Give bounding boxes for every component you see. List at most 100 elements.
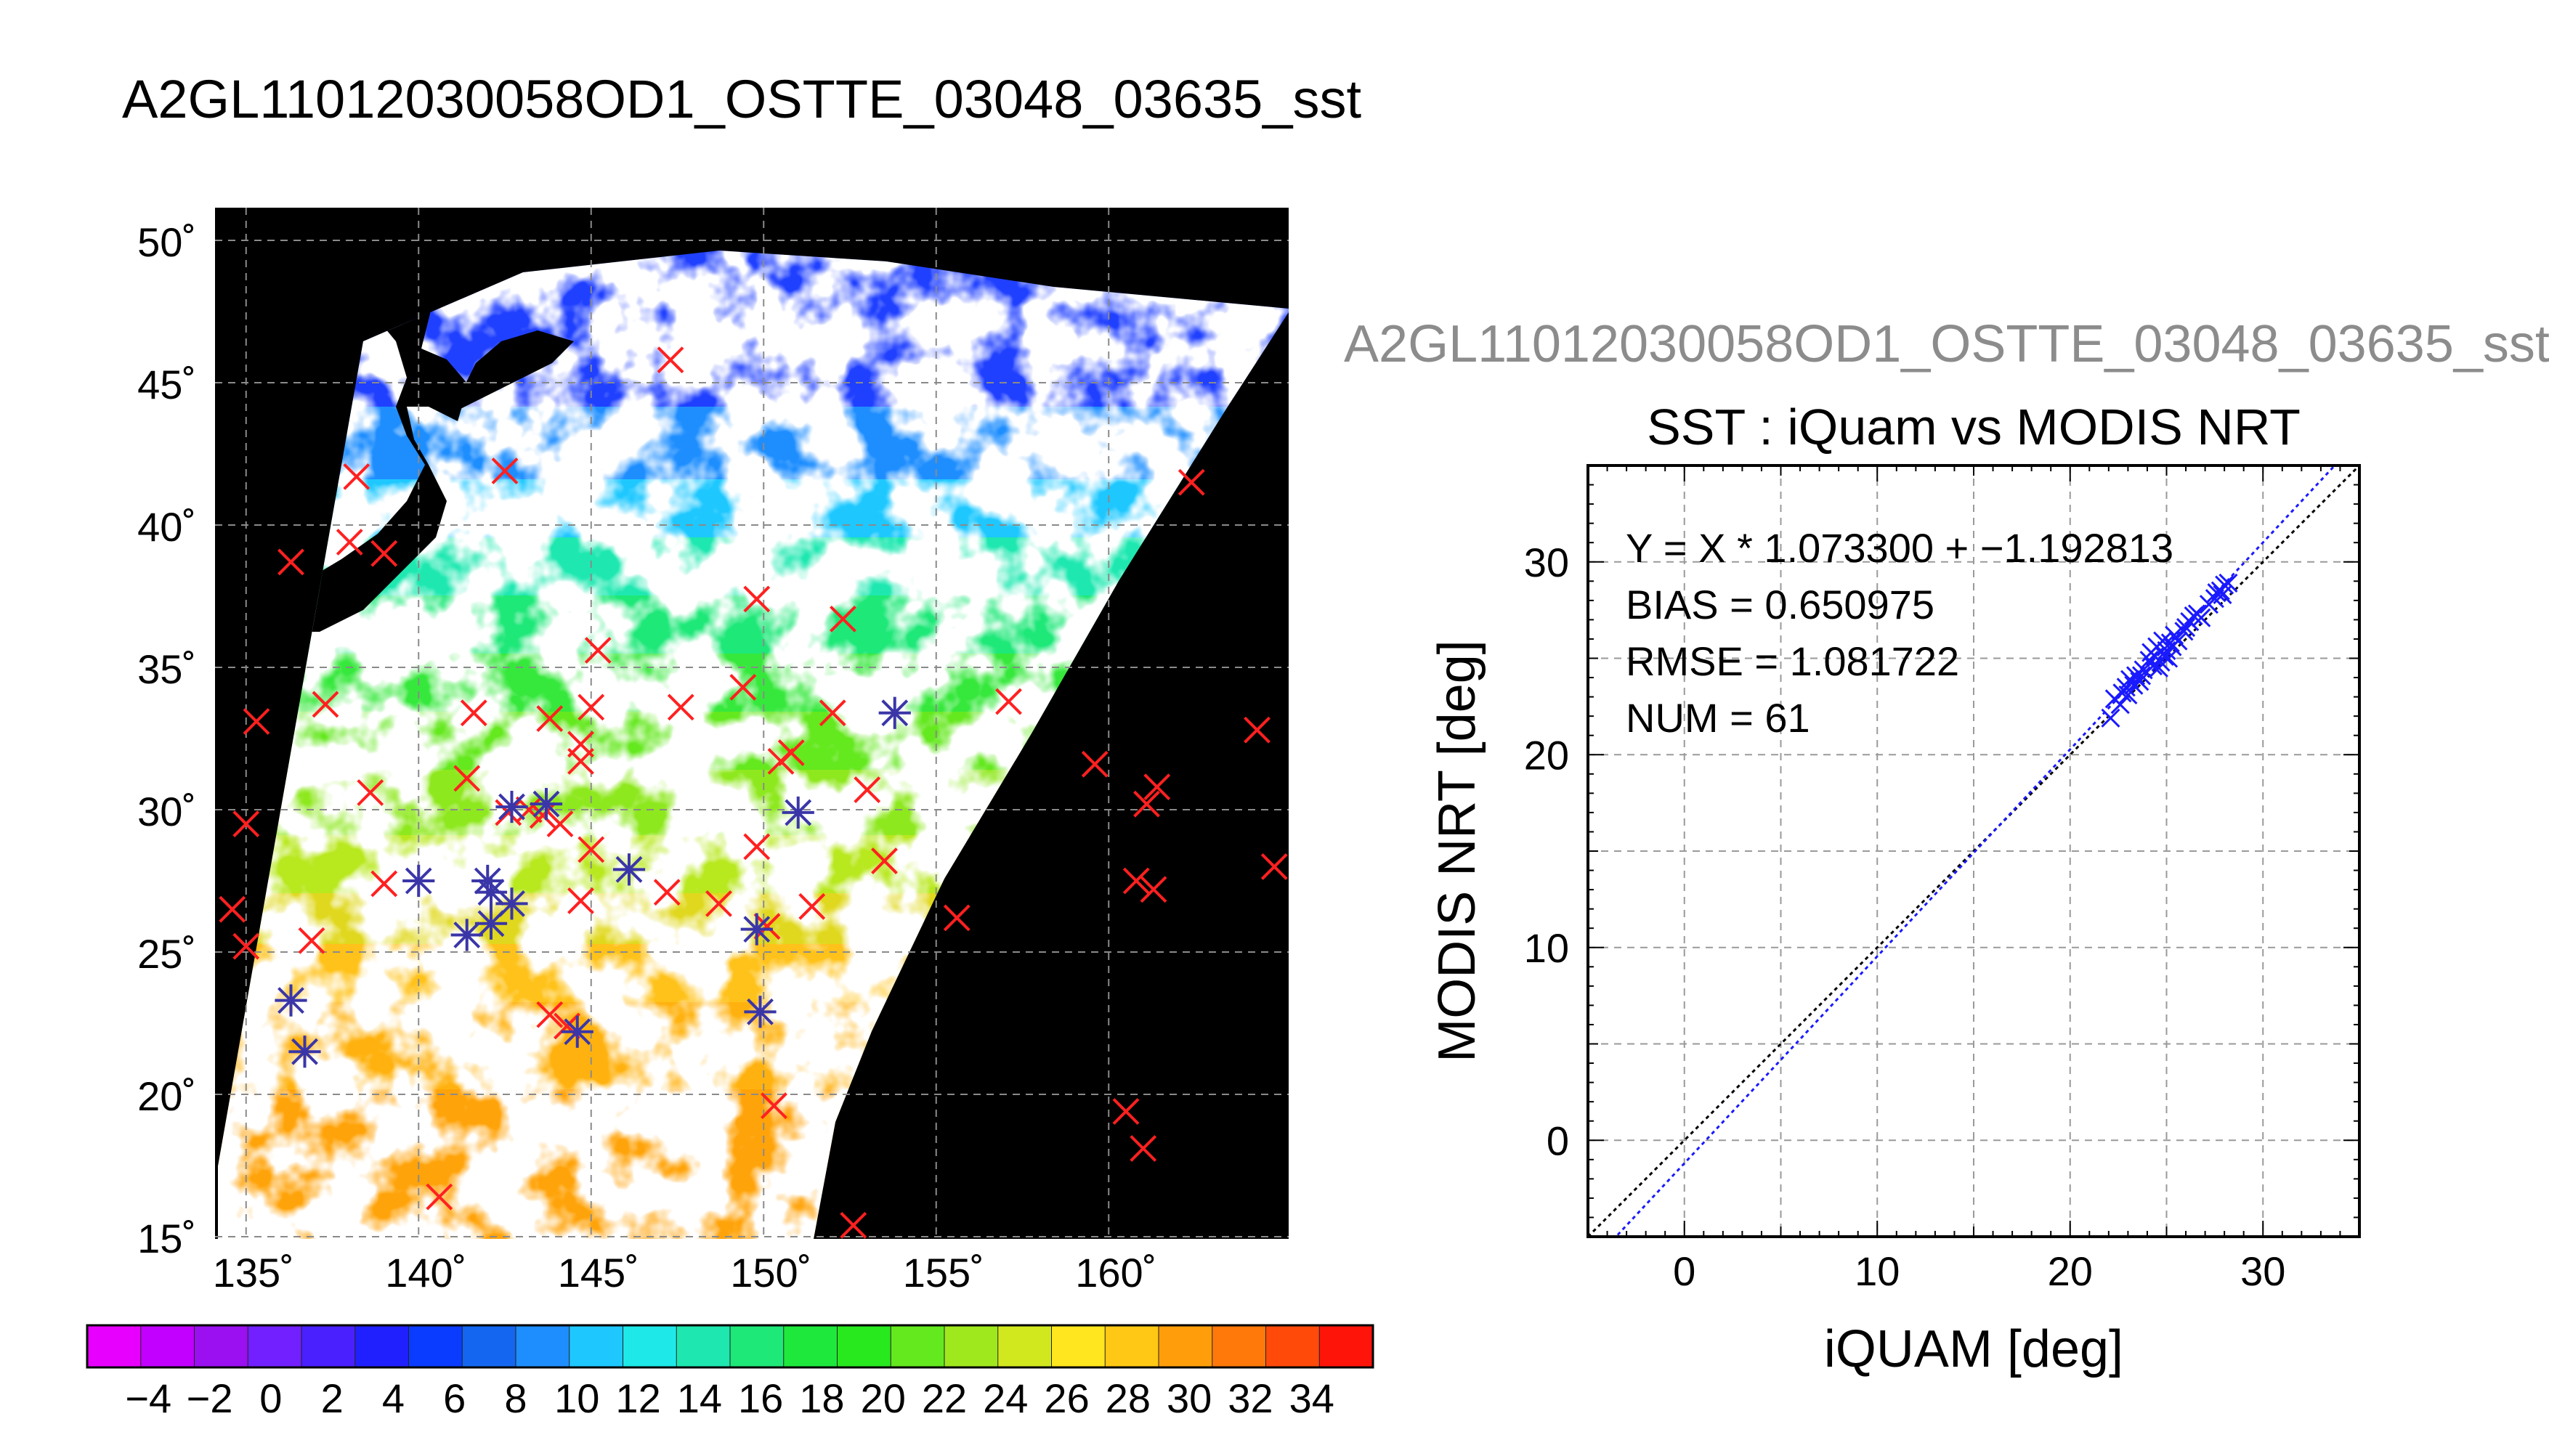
- map-gridlines: [215, 208, 1289, 1239]
- scatter-marker-stroke: [2218, 573, 2238, 593]
- scatter-marker: [2130, 672, 2149, 691]
- map-lat-label: 20˚: [137, 1073, 196, 1119]
- map-red-marker-stroke: [370, 540, 398, 567]
- map-blue-marker: [878, 696, 911, 729]
- land-japan: [218, 251, 574, 664]
- map-red-marker: [1112, 1098, 1140, 1125]
- scatter-marker-stroke: [2120, 670, 2140, 689]
- colorbar-segment: [354, 1325, 410, 1368]
- map-red-marker: [743, 585, 771, 613]
- map-red-marker-stroke: [1140, 876, 1167, 903]
- scatter-marker: [2176, 617, 2196, 638]
- colorbar-label: 24: [983, 1375, 1028, 1421]
- map-red-marker-stroke: [753, 913, 781, 940]
- map-red-marker: [743, 833, 771, 861]
- scatter-marker: [2187, 604, 2208, 624]
- scatter-marker: [2174, 622, 2194, 641]
- map-red-marker-stroke: [578, 836, 605, 863]
- map-red-marker-stroke: [995, 688, 1022, 715]
- map-red-marker-stroke: [854, 776, 881, 803]
- stats-annotation: BIAS = 0.650975: [1626, 582, 1934, 627]
- map-red-marker: [653, 879, 681, 906]
- scatter-marker-stroke: [2174, 622, 2194, 641]
- colorbar-frame: [86, 1324, 1374, 1369]
- map-red-marker: [578, 836, 605, 863]
- map-lat-label: 50˚: [137, 219, 196, 265]
- map-red-marker-stroke: [554, 1012, 580, 1040]
- map-panel: 15˚ 20˚ 25˚ 30˚ 35˚ 40˚ 45˚ 50˚ 135˚ 140˚ 145˚ 150…: [137, 208, 1289, 1296]
- colorbar-segment: [1212, 1325, 1267, 1368]
- map-red-marker-stroke: [460, 699, 487, 727]
- map-red-marker-stroke: [767, 747, 795, 775]
- secondary-title: A2GL11012030058OD1_OSTTE_03048_03635_sst: [1344, 315, 2549, 373]
- map-red-marker-stroke: [232, 810, 260, 838]
- map-lat-label: 15˚: [137, 1216, 196, 1261]
- scatter-marker: [2184, 606, 2203, 626]
- map-red-marker: [830, 605, 856, 633]
- map-red-marker-stroke: [657, 346, 684, 374]
- map-red-marker-stroke: [567, 887, 594, 914]
- map-red-marker-stroke: [578, 694, 605, 721]
- map-red-marker-stroke: [798, 892, 826, 920]
- scatter-title: SST : iQuam vs MODIS NRT: [1647, 399, 2301, 455]
- map-red-marker: [515, 796, 543, 823]
- map-red-marker: [761, 1092, 787, 1120]
- scatter-marker-stroke: [2155, 646, 2174, 666]
- colorbar-label: 16: [738, 1375, 783, 1421]
- map-lat-label: 40˚: [137, 504, 196, 550]
- scatter-marker-stroke: [2165, 625, 2184, 645]
- map-red-marker-stroke: [943, 904, 970, 932]
- colorbar-segment: [729, 1325, 785, 1368]
- map-lon-label: 160˚: [1075, 1250, 1156, 1296]
- map-red-marker-stroke: [729, 674, 757, 701]
- map-red-marker-stroke: [495, 799, 522, 826]
- colorbar-label: 14: [677, 1375, 722, 1421]
- map-red-marker-stroke: [243, 708, 270, 735]
- colorbar-label: 0: [259, 1375, 282, 1421]
- map-red-marker: [343, 463, 370, 490]
- map-red-marker: [336, 529, 363, 556]
- map-red-marker-stroke: [1130, 1135, 1157, 1162]
- colorbar-segment: [86, 1325, 142, 1368]
- scatter-marker-stroke: [2139, 651, 2159, 670]
- map-blue-marker: [612, 853, 646, 886]
- y-tick-label: 0: [1547, 1118, 1569, 1163]
- map-blue-marker: [744, 996, 777, 1028]
- colorbar-label: 12: [615, 1375, 660, 1421]
- scatter-marker: [2143, 656, 2163, 676]
- scatter-marker: [2118, 685, 2138, 705]
- map-red-marker: [584, 637, 612, 664]
- map-red-marker: [729, 674, 757, 701]
- map-red-marker: [298, 927, 325, 954]
- colorbar-segment: [837, 1325, 892, 1368]
- scatter-marker: [2163, 637, 2182, 656]
- colorbar-segment: [676, 1325, 732, 1368]
- colorbar-label: 10: [554, 1375, 599, 1421]
- scatter-marker-stroke: [2184, 606, 2203, 626]
- scatter-panel: SST : iQuam vs MODIS NRT 0 10 20 300102030 …: [1428, 399, 2361, 1378]
- colorbar-label: 8: [504, 1375, 527, 1421]
- colorbar-segment: [461, 1325, 517, 1368]
- colorbar-segment: [944, 1325, 999, 1368]
- map-red-marker-stroke: [567, 747, 594, 775]
- x-tick-label: 0: [1673, 1248, 1695, 1294]
- scatter-marker-stroke: [2130, 672, 2149, 691]
- map-red-marker: [943, 904, 970, 932]
- scatter-marker: [2218, 573, 2238, 593]
- scatter-marker-stroke: [2213, 585, 2232, 604]
- scatter-marker-stroke: [2131, 666, 2152, 686]
- map-red-marker-stroke: [1122, 867, 1150, 895]
- map-red-marker-stroke: [312, 691, 339, 718]
- map-lat-label: 25˚: [137, 931, 196, 977]
- x-axis-label: iQUAM [deg]: [1824, 1320, 2123, 1378]
- map-red-marker-stroke: [584, 637, 612, 664]
- map-red-marker-stroke: [761, 1092, 787, 1120]
- colorbar-label: 34: [1289, 1375, 1334, 1421]
- scatter-marker: [2131, 666, 2152, 686]
- map-red-marker: [1143, 773, 1171, 801]
- scatter-marker-stroke: [2187, 604, 2208, 624]
- map-red-marker: [578, 694, 605, 721]
- map-lat-label: 45˚: [137, 362, 196, 407]
- map-red-marker-stroke: [536, 705, 564, 732]
